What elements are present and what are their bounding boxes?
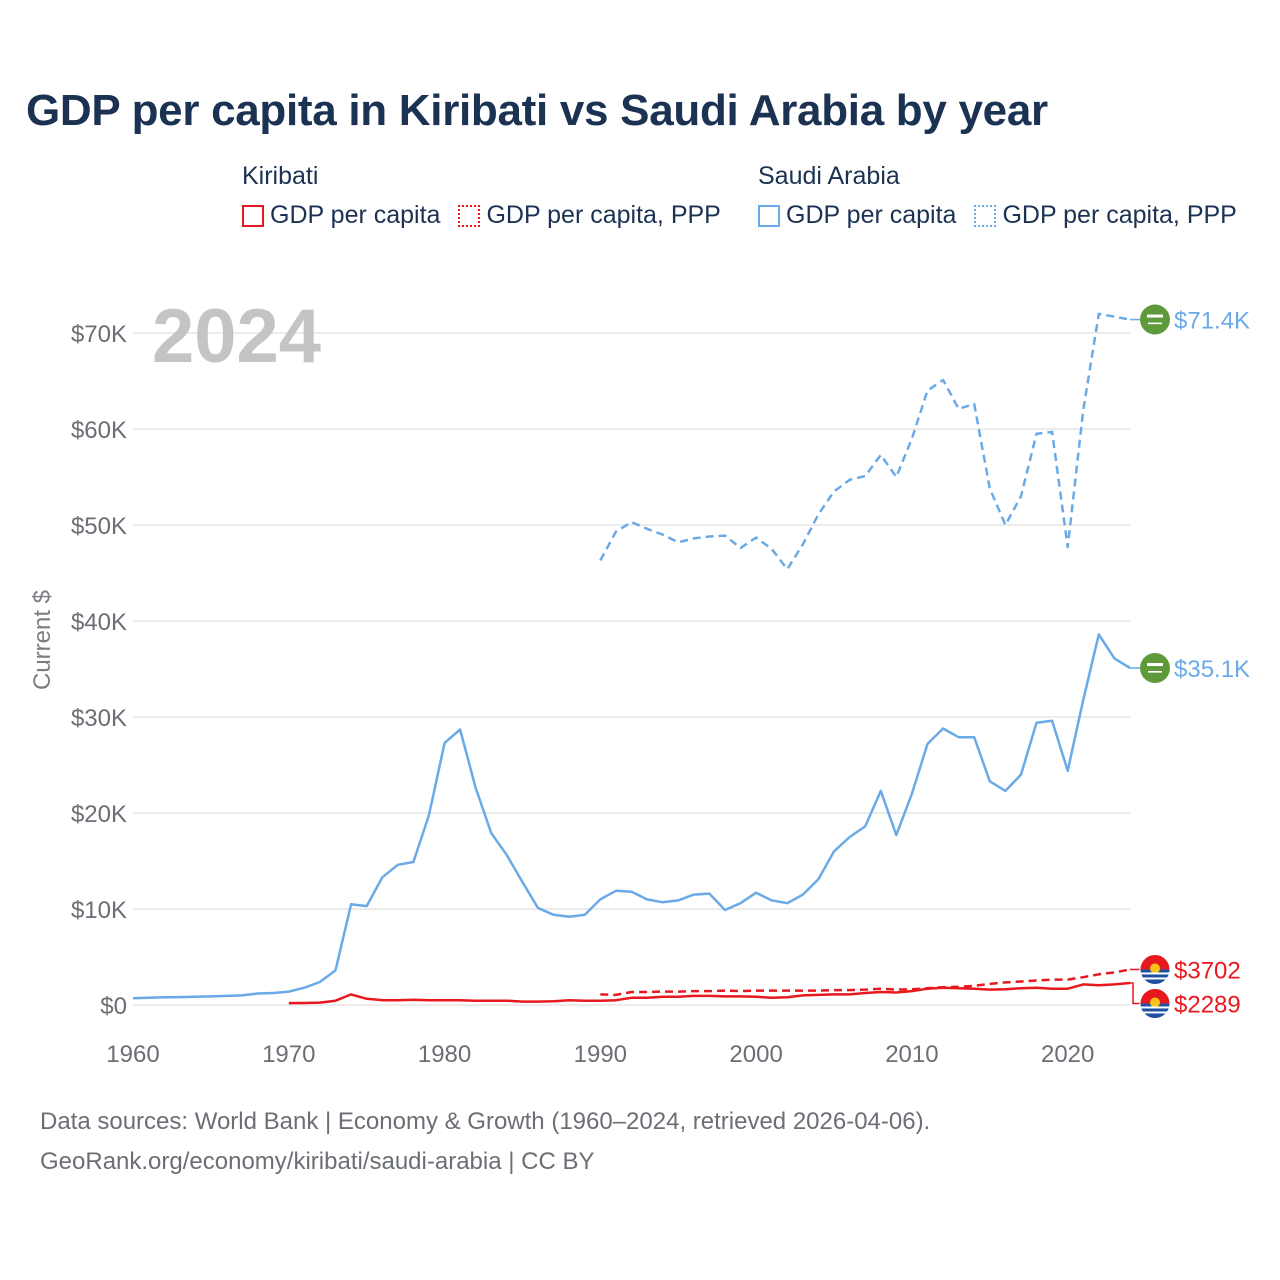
end-value-label: $35.1K (1174, 656, 1250, 683)
line-chart: $0$10K$20K$30K$40K$50K$60K$70K 1960 1970 1… (29, 294, 1250, 1068)
y-axis-label: Current $ (29, 590, 56, 690)
y-tick-label: $20K (71, 801, 127, 828)
footer-credit[interactable]: GeoRank.org/economy/kiribati/saudi-arabi… (40, 1148, 595, 1175)
end-label-connector (1130, 982, 1140, 1005)
y-tick-label: $60K (71, 417, 127, 444)
y-axis: $0 $10K $20K $30K $40K $50K $60K $70K (71, 321, 127, 1020)
legend-item-saudi-gdp[interactable]: GDP per capita (758, 201, 956, 230)
legend-item-kiribati-ppp[interactable]: GDP per capita, PPP (458, 201, 721, 230)
chart-title: GDP per capita in Kiribati vs Saudi Arab… (26, 86, 1048, 135)
x-tick-label: 2020 (1041, 1041, 1094, 1068)
legend-country-saudi-arabia: Saudi Arabia (758, 162, 900, 190)
legend-swatch-icon (974, 204, 997, 227)
y-tick-label: $40K (71, 609, 127, 636)
legend-swatch-icon (758, 204, 780, 227)
footer-source: Data sources: World Bank | Economy & Gro… (40, 1108, 931, 1135)
kiribati-flag-icon (1139, 987, 1171, 1019)
year-watermark: 2024 (152, 294, 321, 379)
kiribati-flag-icon (1139, 953, 1171, 985)
legend-group-saudi-arabia: Saudi Arabia GDP per capita GDP per capi… (758, 162, 1237, 230)
legend-group-kiribati: Kiribati GDP per capita GDP per capita, … (242, 162, 721, 230)
legend-item-saudi-ppp[interactable]: GDP per capita, PPP (974, 201, 1237, 230)
x-tick-label: 1960 (106, 1041, 159, 1068)
end-value-label: $3702 (1174, 957, 1241, 984)
x-tick-label: 1980 (418, 1041, 471, 1068)
y-tick-label: $50K (71, 513, 127, 540)
gridlines (133, 332, 1130, 1006)
x-tick-label: 2000 (729, 1041, 782, 1068)
legend-swatch-icon (458, 204, 481, 227)
y-tick-label: $0 (100, 993, 127, 1020)
legend-label: GDP per capita, PPP (486, 201, 721, 229)
saudi-arabia-flag-icon (1140, 304, 1170, 335)
legend-country-kiribati: Kiribati (242, 162, 319, 190)
end-value-label: $71.4K (1174, 308, 1250, 335)
x-axis: 1960 1970 1980 1990 2000 2010 2020 (106, 1041, 1094, 1068)
legend-swatch-icon (242, 204, 264, 227)
series-line-kiribati-gdp-per-capita-ppp (600, 968, 1131, 997)
legend-label: GDP per capita (786, 201, 957, 229)
series-line-saudi-arabia-gdp-per-capita (132, 633, 1131, 1000)
y-tick-label: $10K (71, 897, 127, 924)
series-lines (132, 312, 1131, 1005)
x-tick-label: 1990 (574, 1041, 627, 1068)
legend-item-kiribati-gdp[interactable]: GDP per capita (242, 201, 440, 230)
y-tick-label: $30K (71, 705, 127, 732)
x-tick-label: 2010 (885, 1041, 938, 1068)
saudi-arabia-flag-icon (1140, 653, 1170, 684)
series-line-kiribati-gdp-per-capita (288, 981, 1131, 1005)
end-value-label: $2289 (1174, 991, 1241, 1018)
series-line-saudi-arabia-gdp-per-capita-ppp (599, 312, 1131, 571)
end-labels: $71.4K $35.1K $3702 $2289 (1130, 304, 1250, 1019)
x-tick-label: 1970 (262, 1041, 315, 1068)
legend-label: GDP per capita (270, 201, 441, 229)
legend-label: GDP per capita, PPP (1002, 201, 1237, 229)
y-tick-label: $70K (71, 321, 127, 348)
